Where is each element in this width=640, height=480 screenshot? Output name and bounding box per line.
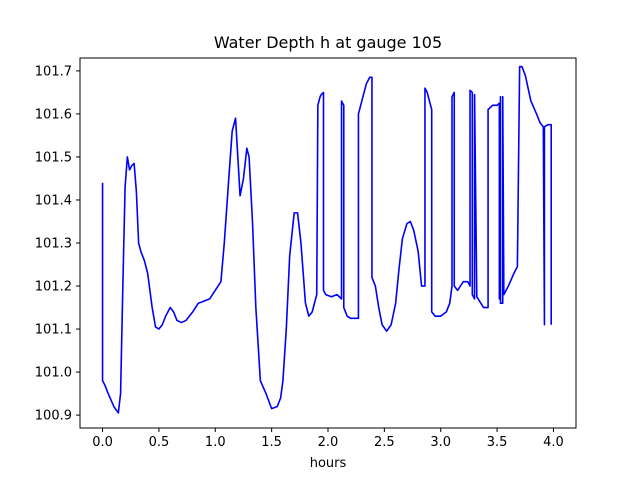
chart-title: Water Depth h at gauge 105 (214, 33, 442, 52)
x-tick-label: 3.0 (430, 435, 451, 450)
x-tick-label: 2.5 (374, 435, 395, 450)
y-tick-label: 101.4 (35, 193, 72, 208)
y-tick-label: 100.9 (35, 409, 72, 424)
y-tick-label: 101.5 (35, 150, 72, 165)
plot-area (80, 58, 576, 428)
x-tick-label: 0.5 (149, 435, 170, 450)
plot-frame (79, 57, 577, 429)
x-tick-label: 2.0 (318, 435, 339, 450)
series-line-0 (101, 65, 553, 414)
x-tick-label: 0.0 (92, 435, 113, 450)
y-tick-label: 101.6 (35, 107, 72, 122)
y-tick-label: 101.3 (35, 237, 72, 252)
y-tick-label: 101.0 (35, 366, 72, 381)
x-tick-label: 4.0 (543, 435, 564, 450)
x-axis-label: hours (310, 456, 347, 471)
x-tick-label: 1.5 (261, 435, 282, 450)
y-tick-label: 101.2 (35, 280, 72, 295)
series-lines (101, 65, 553, 414)
y-tick-label: 101.1 (35, 323, 72, 338)
x-tick-label: 3.5 (487, 435, 508, 450)
y-tick-label: 101.7 (35, 64, 72, 79)
axis-ticks: 0.0 0.5 1.0 1.5 2.0 2.5 3.0 3.5 4.0 100.9 101.0 101… (35, 64, 564, 450)
x-tick-label: 1.0 (205, 435, 226, 450)
